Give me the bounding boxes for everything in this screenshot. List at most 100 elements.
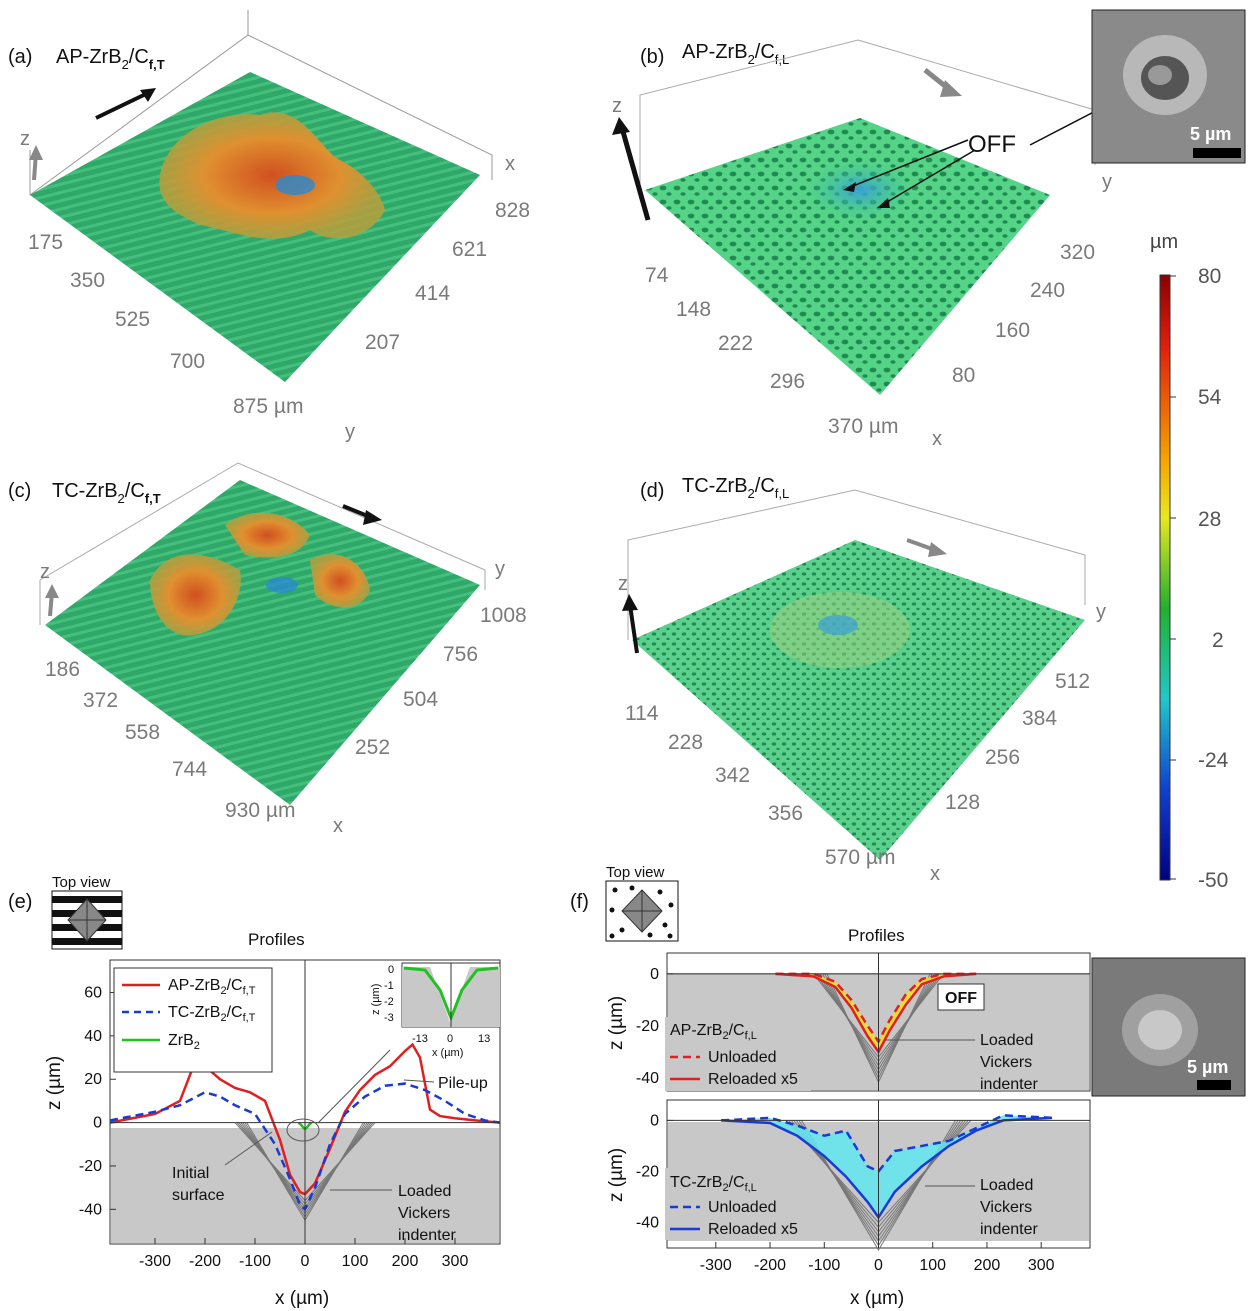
colorbar-tick-4: -24: [1198, 749, 1229, 772]
c-xtick-3: 744: [172, 758, 207, 781]
surface-b: [645, 118, 1050, 395]
annotation-indenter-f2: indenter: [980, 1221, 1038, 1238]
chart-f-top-ylabel: z (µm): [606, 996, 627, 1050]
legend-f-bottom-unloaded: Unloaded: [708, 1199, 777, 1216]
d-xtick-0: 114: [625, 702, 659, 725]
d-xtick-2: 342: [715, 764, 750, 787]
annotation-loaded-e: Loaded: [398, 1183, 451, 1200]
surface-d: [632, 540, 1085, 860]
panel-f-label: (f): [570, 891, 589, 913]
chart-f-bottom-ylabel: z (µm): [606, 1148, 627, 1202]
y-tick-label: -40: [636, 1214, 659, 1231]
panel-d-label: (d): [640, 480, 664, 502]
y-tick-label: 40: [84, 1028, 102, 1045]
legend-f-bottom-reloaded: Reloaded x5: [708, 1221, 798, 1238]
panel-b-title: AP-ZrB2/Cf,L: [682, 41, 789, 67]
x-tick-label: -100: [808, 1257, 840, 1274]
panel-c-label: (c): [8, 480, 31, 502]
legend-f-top-reloaded: Reloaded x5: [708, 1071, 798, 1088]
d-xtick-1: 228: [668, 731, 703, 754]
panel-d-title: TC-ZrB2/Cf,L: [682, 475, 789, 501]
panel-d-y-axis: y: [1096, 601, 1106, 623]
pileup-c-2: [225, 512, 310, 558]
colorbar-tick-1: 54: [1198, 386, 1222, 409]
pileup-c-1: [150, 554, 241, 636]
x-tick-label: 300: [1028, 1257, 1055, 1274]
panel-a-label: (a): [8, 46, 32, 68]
annotation-indenter-f1: indenter: [980, 1076, 1038, 1093]
y-tick-label: -20: [636, 1018, 659, 1035]
annotation-loaded-f1: Loaded: [980, 1032, 1033, 1049]
c-xtick-4: 930 µm: [225, 799, 295, 822]
chart-f-title: Profiles: [848, 926, 905, 945]
panel-e: (e) Top view Profiles 6040200-20-40-300-…: [8, 874, 501, 1309]
panel-c-title: TC-ZrB2/Cf,T: [52, 480, 161, 506]
sem-inset-b: 5 µm: [1091, 9, 1246, 164]
inset-xlabel: x (µm): [432, 1047, 463, 1059]
panel-d-x-axis: x: [930, 863, 940, 885]
chart-f-xlabel: x (µm): [850, 1288, 904, 1309]
panel-e-label: (e): [8, 891, 32, 913]
panel-c-z-axis: z: [40, 561, 50, 583]
d-ytick-0: 512: [1055, 670, 1090, 693]
x-tick-label: 300: [442, 1253, 469, 1270]
chart-f-bottom-legend: TC-ZrB2/Cf,L Unloaded Reloaded x5: [665, 1168, 818, 1240]
a-xtick-0: 828: [495, 199, 530, 222]
panel-b-x-axis: x: [932, 428, 942, 450]
panel-f-top-view: Top view: [606, 864, 665, 881]
y-tick-label: -40: [79, 1201, 102, 1218]
x-tick-label: 0: [874, 1257, 883, 1274]
chart-e-legend: AP-ZrB2/Cf,T TC-ZrB2/Cf,T ZrB2: [113, 967, 273, 1073]
c-ytick-0: 1008: [480, 604, 527, 627]
y-tick-label: -20: [636, 1163, 659, 1180]
b-xtick-1: 148: [676, 298, 711, 321]
panel-b-y-axis: y: [1102, 171, 1112, 193]
x-tick-label: -100: [239, 1253, 271, 1270]
inset-ytick-3: -3: [384, 1012, 394, 1024]
inset-ytick-0: 0: [388, 964, 394, 976]
b-xtick-0: 74: [645, 264, 669, 287]
annotation-indenter-e: indenter: [398, 1227, 456, 1244]
colorbar-tick-3: 2: [1212, 629, 1224, 652]
indenter-line: [801, 1120, 956, 1252]
y-tick-label: -20: [79, 1158, 102, 1175]
annotation-initial: Initial: [172, 1165, 209, 1182]
colorbar: µm 80 54 28 2 -24 -50: [1150, 231, 1229, 892]
series-line-1: [109, 1082, 501, 1212]
pileup-a: [159, 112, 385, 239]
x-tick-label: 200: [974, 1257, 1001, 1274]
y-tick-label: 0: [650, 966, 659, 983]
a-xtick-1: 621: [452, 238, 487, 261]
panel-b: (b) AP-ZrB2/Cf,L z y x OFF 5 µm 74 148 2…: [612, 9, 1246, 450]
colorbar-tick-2: 28: [1198, 508, 1221, 531]
panel-d-z-axis: z: [618, 573, 628, 595]
off-annotation-b: OFF: [968, 131, 1016, 158]
pileup-c-3: [310, 554, 370, 608]
legend-f-top-title: AP-ZrB2/Cf,L: [670, 1022, 757, 1042]
annotation-vickers-e: Vickers: [398, 1205, 450, 1222]
c-xtick-1: 372: [83, 689, 118, 712]
colorbar-tick-5: -50: [1198, 869, 1228, 892]
legend-f-bottom-title: TC-ZrB2/Cf,L: [670, 1174, 757, 1194]
panel-e-top-view: Top view: [52, 874, 111, 891]
sem-inset-f: 5 µm: [1091, 957, 1246, 1097]
scale-bar-label-b: 5 µm: [1190, 124, 1231, 144]
c-xtick-2: 558: [125, 721, 160, 744]
off-annotation-f: OFF: [945, 990, 977, 1007]
y-tick-label: -40: [636, 1070, 659, 1087]
annotation-surface: surface: [172, 1187, 225, 1204]
panel-a: (a) AP-ZrB2/Cf,T z x y 828 621 414 207 1…: [8, 10, 530, 443]
b-ytick-1: 240: [1030, 279, 1065, 302]
top-view-icon-e: [51, 890, 123, 950]
d-xtick-3: 356: [768, 802, 803, 825]
b-ytick-3: 80: [952, 364, 975, 387]
x-tick-label: 100: [342, 1253, 369, 1270]
c-ytick-3: 252: [355, 736, 390, 759]
colorbar-tick-0: 80: [1198, 265, 1221, 288]
legend-f-top-unloaded: Unloaded: [708, 1049, 777, 1066]
inset-xtick-0: -13: [412, 1033, 428, 1045]
c-xtick-0: 186: [45, 658, 80, 681]
y-tick-label: 20: [84, 1071, 102, 1088]
chart-e-xlabel: x (µm): [275, 1288, 329, 1309]
colorbar-unit: µm: [1150, 231, 1178, 253]
